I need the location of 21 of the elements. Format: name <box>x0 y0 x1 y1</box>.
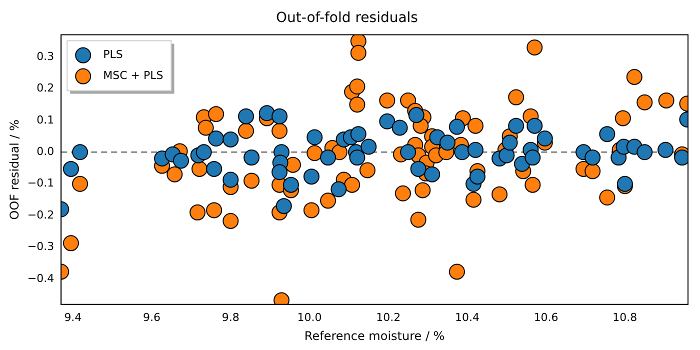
x-tick-label: 10.2 <box>376 310 401 324</box>
y-tick-label: −0.1 <box>27 176 54 190</box>
x-tick-label: 9.8 <box>222 310 240 324</box>
y-tick-label: 0.2 <box>36 82 54 95</box>
x-tick-label: 10.4 <box>454 310 480 324</box>
y-tick-label: 0.0 <box>36 145 54 158</box>
y-axis-title: OOF residual / % <box>7 119 22 220</box>
x-tick-label: 10.0 <box>297 310 322 324</box>
x-tick-label: 10.6 <box>534 310 558 324</box>
legend-label: MSC + PLS <box>103 69 164 82</box>
chart-title: Out-of-fold residuals <box>276 10 418 26</box>
legend-label: PLS <box>103 48 123 62</box>
x-tick-label: 10.8 <box>612 310 638 324</box>
x-tick-label: 9.4 <box>64 310 82 324</box>
y-tick-label: 0.3 <box>36 50 54 63</box>
y-tick-label: 0.1 <box>36 113 54 126</box>
y-tick-label: −0.2 <box>27 208 54 222</box>
x-tick-label: 9.6 <box>143 310 161 324</box>
y-tick-label: −0.3 <box>27 240 54 254</box>
y-tick-label: −0.4 <box>27 272 54 285</box>
x-axis-title: Reference moisture / % <box>304 328 445 343</box>
